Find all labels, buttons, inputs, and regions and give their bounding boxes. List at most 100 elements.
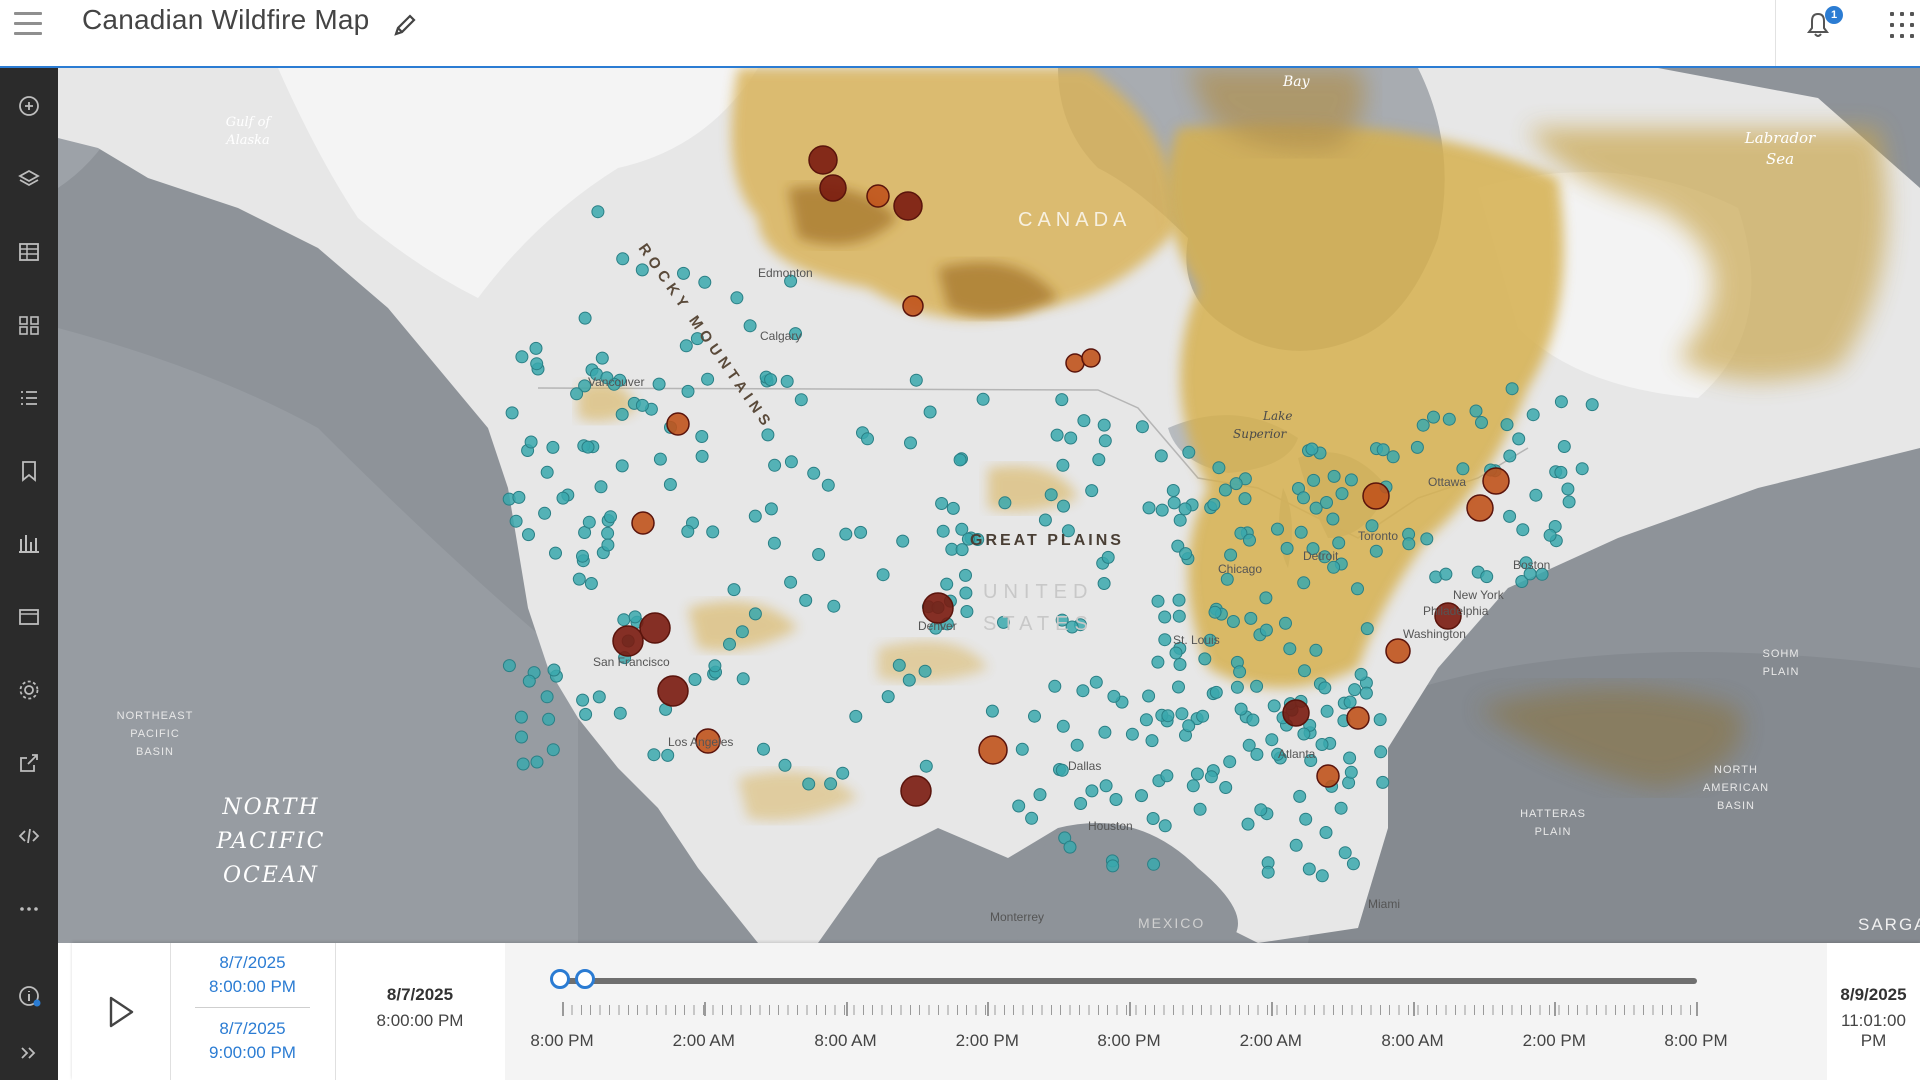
station-marker[interactable]: [708, 659, 722, 673]
station-marker[interactable]: [955, 522, 969, 536]
station-marker[interactable]: [1076, 684, 1090, 698]
station-marker[interactable]: [1416, 418, 1430, 432]
station-marker[interactable]: [1151, 594, 1165, 608]
layers-icon[interactable]: [9, 159, 49, 199]
station-marker[interactable]: [998, 496, 1012, 510]
station-marker[interactable]: [1233, 665, 1247, 679]
station-marker[interactable]: [1220, 572, 1234, 586]
station-marker[interactable]: [505, 406, 519, 420]
station-marker[interactable]: [1267, 699, 1281, 713]
station-marker[interactable]: [515, 730, 528, 744]
station-marker[interactable]: [935, 497, 949, 510]
station-marker[interactable]: [1158, 819, 1172, 833]
station-marker[interactable]: [515, 350, 529, 364]
station-marker[interactable]: [647, 748, 661, 762]
station-marker[interactable]: [1173, 658, 1187, 671]
range-start-time[interactable]: 8:00:00 PM: [209, 977, 296, 996]
station-marker[interactable]: [1135, 420, 1149, 434]
station-marker[interactable]: [1204, 770, 1218, 784]
station-marker[interactable]: [1360, 622, 1374, 636]
fire-marker[interactable]: [1065, 353, 1085, 373]
station-marker[interactable]: [1500, 418, 1514, 432]
fire-marker[interactable]: [1362, 482, 1390, 510]
station-marker[interactable]: [1172, 680, 1185, 694]
station-marker[interactable]: [1063, 840, 1077, 854]
station-marker[interactable]: [1179, 547, 1193, 561]
station-marker[interactable]: [735, 625, 749, 639]
station-marker[interactable]: [1254, 803, 1268, 817]
station-marker[interactable]: [1420, 532, 1434, 546]
fire-marker[interactable]: [819, 174, 847, 202]
station-marker[interactable]: [1167, 496, 1181, 510]
station-marker[interactable]: [1085, 784, 1099, 798]
slider-thumb-start[interactable]: [550, 969, 570, 989]
station-marker[interactable]: [1439, 567, 1453, 581]
station-marker[interactable]: [1554, 395, 1568, 409]
station-marker[interactable]: [1175, 707, 1189, 721]
wildfire-map[interactable]: Gulf of Alaska Bay Labrador Sea CANADA E…: [58, 68, 1920, 943]
station-marker[interactable]: [600, 371, 614, 385]
station-marker[interactable]: [1056, 719, 1070, 733]
popup-icon[interactable]: [9, 597, 49, 637]
fire-marker[interactable]: [866, 184, 890, 208]
station-marker[interactable]: [1283, 642, 1297, 656]
station-marker[interactable]: [789, 327, 802, 341]
station-marker[interactable]: [1241, 817, 1255, 831]
station-marker[interactable]: [1346, 857, 1360, 871]
station-marker[interactable]: [1193, 802, 1207, 816]
station-marker[interactable]: [761, 428, 775, 442]
station-marker[interactable]: [854, 525, 868, 539]
station-marker[interactable]: [807, 466, 821, 480]
station-marker[interactable]: [546, 440, 560, 454]
station-marker[interactable]: [579, 707, 593, 721]
basemap-icon[interactable]: [9, 305, 49, 345]
station-marker[interactable]: [946, 501, 960, 515]
station-marker[interactable]: [604, 510, 617, 524]
station-marker[interactable]: [556, 491, 570, 505]
station-marker[interactable]: [1171, 539, 1185, 553]
station-marker[interactable]: [540, 690, 554, 704]
fire-marker[interactable]: [631, 511, 655, 535]
station-marker[interactable]: [1374, 745, 1388, 759]
fire-marker[interactable]: [1081, 348, 1101, 368]
station-marker[interactable]: [1155, 503, 1169, 517]
station-marker[interactable]: [904, 436, 917, 450]
station-marker[interactable]: [896, 534, 910, 548]
station-marker[interactable]: [1182, 445, 1196, 459]
station-marker[interactable]: [1142, 501, 1156, 515]
station-marker[interactable]: [1161, 709, 1175, 723]
station-marker[interactable]: [1318, 681, 1332, 695]
station-marker[interactable]: [1190, 767, 1204, 781]
station-marker[interactable]: [542, 712, 556, 726]
station-marker[interactable]: [592, 690, 606, 704]
station-marker[interactable]: [576, 549, 589, 563]
bell-icon[interactable]: [1800, 6, 1836, 42]
station-marker[interactable]: [1402, 537, 1416, 551]
station-marker[interactable]: [635, 398, 649, 412]
station-marker[interactable]: [1271, 522, 1284, 536]
add-icon[interactable]: [9, 86, 49, 126]
station-marker[interactable]: [778, 758, 792, 772]
station-marker[interactable]: [824, 777, 838, 791]
station-marker[interactable]: [1373, 713, 1387, 727]
station-marker[interactable]: [1293, 789, 1307, 803]
station-marker[interactable]: [1305, 442, 1319, 456]
station-marker[interactable]: [794, 393, 808, 407]
station-marker[interactable]: [1098, 725, 1112, 739]
station-marker[interactable]: [997, 615, 1010, 629]
station-marker[interactable]: [616, 252, 630, 266]
station-marker[interactable]: [936, 524, 950, 538]
station-marker[interactable]: [918, 664, 932, 678]
station-marker[interactable]: [1297, 576, 1311, 590]
station-marker[interactable]: [601, 526, 615, 540]
station-marker[interactable]: [1338, 846, 1352, 860]
station-marker[interactable]: [730, 291, 744, 305]
station-marker[interactable]: [695, 430, 709, 443]
station-marker[interactable]: [1475, 416, 1488, 429]
station-marker[interactable]: [1343, 751, 1357, 765]
station-marker[interactable]: [572, 572, 586, 586]
station-marker[interactable]: [1218, 483, 1232, 497]
fire-marker[interactable]: [1282, 699, 1310, 727]
station-marker[interactable]: [1280, 541, 1294, 555]
station-marker[interactable]: [1516, 523, 1530, 537]
